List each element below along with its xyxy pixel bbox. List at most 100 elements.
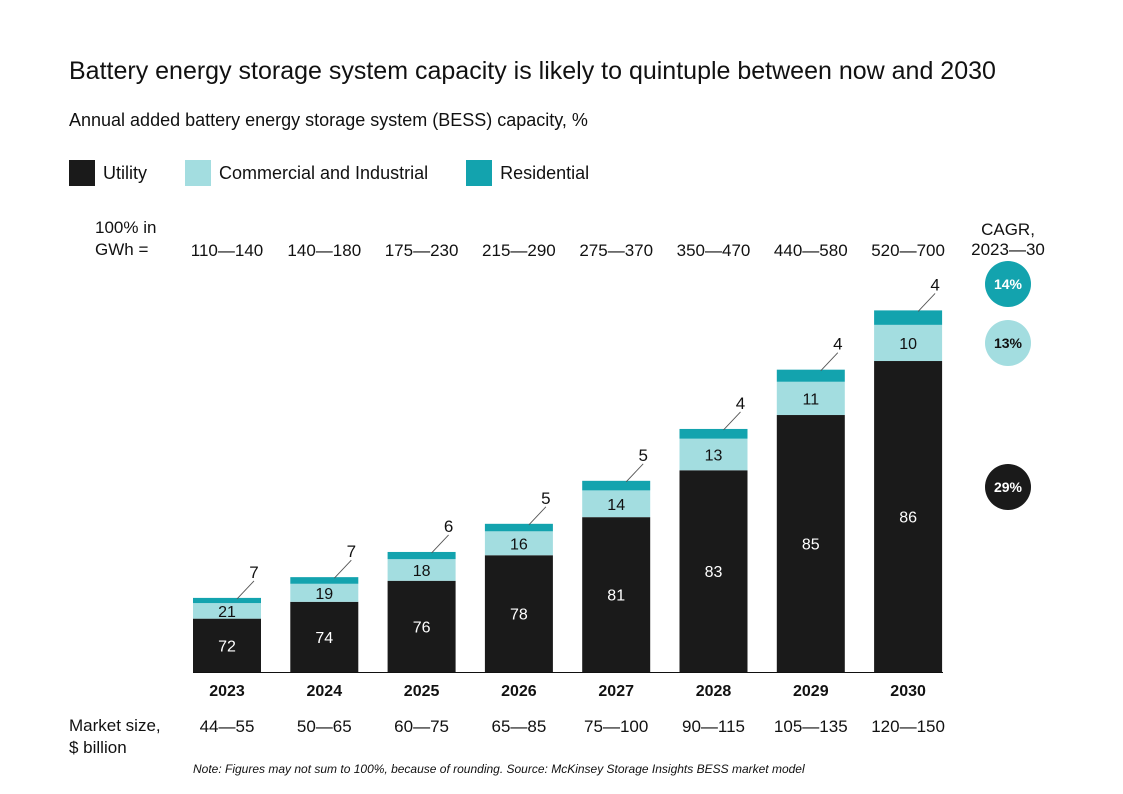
bar-segment-2024-residential [290, 577, 359, 584]
market-size-2029: 105—135 [774, 717, 848, 736]
cagr-bubble-commercial-and-industrial: 13% [985, 319, 1031, 366]
data-label-2024-residential: 7 [347, 542, 356, 561]
bar-segment-2029-residential [776, 369, 845, 382]
data-label-2024-series1: 19 [315, 586, 333, 603]
x-tick-label-2025: 2025 [404, 683, 440, 700]
bar-segment-2025-commercial-and-industrial [387, 559, 456, 581]
bar-segment-2023-utility [193, 618, 261, 672]
data-label-2023-residential: 7 [249, 563, 258, 582]
bar-segment-2028-residential [679, 428, 748, 439]
gwh-total-2030: 520—700 [871, 241, 945, 260]
market-size-2026: 65—85 [491, 717, 546, 736]
data-label-2028-series1: 13 [705, 447, 723, 464]
legend: Utility Commercial and Industrial Reside… [69, 160, 627, 186]
leader-line-2026 [528, 506, 547, 526]
market-size-2028: 90—115 [682, 717, 745, 736]
gwh-total-2023: 110—140 [191, 241, 263, 260]
x-tick-label-2023: 2023 [209, 683, 245, 700]
market-size-label-line1: Market size, [69, 716, 161, 735]
bar-segment-2029-commercial-and-industrial [776, 381, 845, 416]
legend-label-commercial-industrial: Commercial and Industrial [219, 162, 429, 183]
gwh-total-2027: 275—370 [579, 241, 653, 260]
gwh-total-2025: 175—230 [385, 241, 459, 260]
bar-segment-2026-utility [484, 555, 553, 672]
market-size-2030: 120—150 [871, 717, 945, 736]
bar-segment-2025-residential [387, 551, 456, 560]
data-label-2027-series1: 14 [607, 497, 625, 514]
data-label-2029-residential: 4 [833, 335, 842, 354]
bar-segment-2027-commercial-and-industrial [582, 490, 651, 518]
gwh-row-label: 100% in GWh = [95, 217, 156, 261]
x-tick-label-2026: 2026 [501, 683, 537, 700]
market-size-2027: 75—100 [584, 717, 648, 736]
legend-swatch-utility [69, 160, 95, 186]
data-label-2025-series0: 76 [413, 619, 431, 636]
data-label-2026-residential: 5 [541, 489, 550, 508]
leader-line-2027 [625, 463, 644, 483]
x-tick-label-2027: 2027 [598, 683, 634, 700]
cagr-header-line2: 2023—30 [971, 240, 1045, 259]
legend-label-residential: Residential [500, 162, 590, 183]
data-label-2028-residential: 4 [736, 394, 745, 413]
leader-line-2028 [723, 411, 741, 431]
cagr-header: CAGR, 2023—30 [960, 220, 1056, 260]
leader-line-2030 [917, 293, 936, 312]
x-tick-label-2030: 2030 [890, 683, 926, 700]
leader-line-2029 [820, 352, 839, 371]
leader-line-2024 [333, 559, 352, 579]
cagr-header-line1: CAGR, [981, 220, 1035, 239]
bar-segment-2026-commercial-and-industrial [484, 531, 553, 556]
bar-segment-2023-residential [193, 597, 261, 604]
leader-line-2025 [431, 534, 449, 554]
bar-segment-2028-commercial-and-industrial [679, 438, 748, 471]
bar-segment-2030-utility [874, 361, 943, 672]
market-size-2024: 50—65 [297, 717, 352, 736]
x-tick-label-2029: 2029 [793, 683, 829, 700]
data-label-2028-series0: 83 [705, 564, 723, 581]
gwh-total-2029: 440—580 [774, 241, 848, 260]
data-label-2023-series1: 21 [218, 604, 236, 621]
gwh-row-label-line2: GWh = [95, 240, 149, 259]
data-label-2027-residential: 5 [638, 446, 647, 465]
data-label-2030-series1: 10 [899, 336, 917, 353]
data-label-2029-series1: 11 [802, 391, 819, 408]
data-label-2025-series1: 18 [413, 563, 431, 580]
gwh-row-label-line1: 100% in [95, 218, 157, 237]
x-tick-label-2024: 2024 [307, 683, 343, 700]
bar-segment-2026-residential [484, 523, 553, 532]
chart-title: Battery energy storage system capacity i… [69, 57, 996, 85]
cagr-bubble-residential: 14% [985, 261, 1031, 308]
leader-line-2023 [236, 580, 255, 600]
chart-subtitle: Annual added battery energy storage syst… [69, 110, 588, 130]
data-label-2029-series0: 85 [802, 537, 820, 554]
market-size-2023: 44—55 [200, 717, 255, 736]
legend-label-utility: Utility [103, 162, 147, 183]
gwh-total-2028: 350—470 [677, 241, 751, 260]
bar-segment-2030-commercial-and-industrial [874, 324, 943, 362]
data-label-2025-residential: 6 [444, 517, 453, 536]
data-label-2030-series0: 86 [899, 510, 917, 527]
bar-segment-2028-utility [679, 470, 748, 672]
legend-item-commercial-industrial: Commercial and Industrial [185, 160, 428, 186]
bar-segment-2025-utility [387, 580, 456, 672]
data-label-2026-series0: 78 [510, 607, 528, 624]
legend-swatch-commercial-industrial [185, 160, 211, 186]
bar-segment-2027-residential [582, 480, 651, 491]
cagr-bubble-utility: 29% [985, 463, 1031, 510]
bar-segment-2023-commercial-and-industrial [193, 603, 261, 619]
market-size-label-line2: $ billion [69, 738, 127, 757]
bar-segment-2024-commercial-and-industrial [290, 583, 359, 602]
data-label-2027-series0: 81 [607, 588, 625, 605]
data-label-2024-series0: 74 [315, 630, 333, 647]
data-label-2026-series1: 16 [510, 536, 528, 553]
data-label-2030-residential: 4 [930, 275, 939, 294]
bar-segment-2029-utility [776, 415, 845, 672]
gwh-total-2024: 140—180 [287, 241, 361, 260]
x-tick-label-2028: 2028 [696, 683, 732, 700]
bar-segment-2024-utility [290, 601, 359, 672]
legend-swatch-residential [466, 160, 493, 186]
market-size-2025: 60—75 [394, 717, 449, 736]
bar-segment-2030-residential [874, 310, 943, 325]
legend-item-utility: Utility [69, 160, 147, 186]
